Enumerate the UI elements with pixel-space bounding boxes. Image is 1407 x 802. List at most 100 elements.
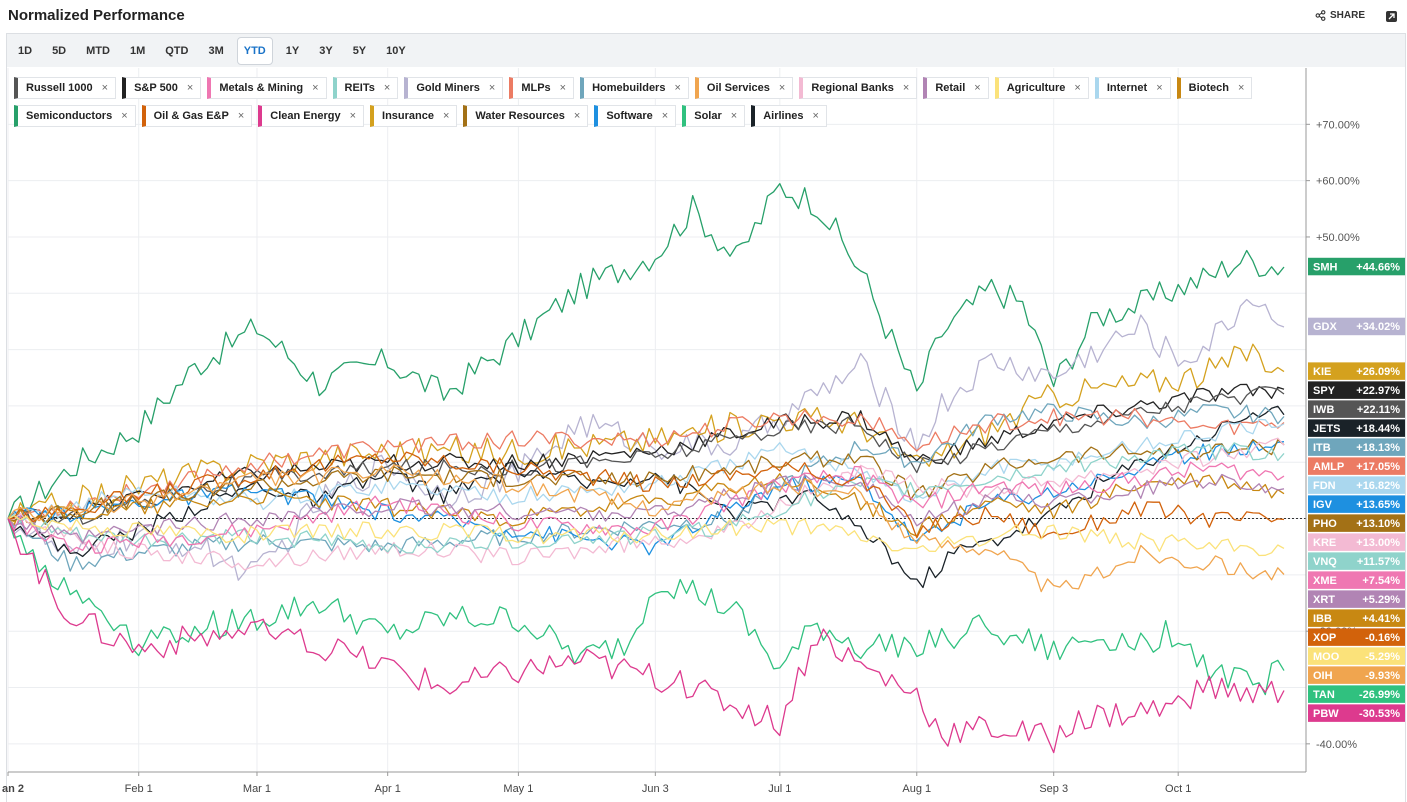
value-tag: FDN +16.82% <box>1308 476 1405 494</box>
remove-series-icon[interactable]: × <box>573 110 581 122</box>
legend-chip-label: Solar <box>694 110 722 122</box>
legend-chip[interactable]: S&P 500 × <box>122 77 202 99</box>
value-tag-value: +11.57% <box>1357 556 1400 568</box>
series-line-vnq <box>7 442 1285 554</box>
remove-series-icon[interactable]: × <box>661 110 669 122</box>
legend-chip-label: Metals & Mining <box>219 82 304 94</box>
value-tag-bg <box>1308 495 1405 513</box>
remove-series-icon[interactable]: × <box>312 82 319 94</box>
value-tag-value: +13.00% <box>1356 537 1400 549</box>
remove-series-icon[interactable]: × <box>1074 82 1081 94</box>
series-lines <box>7 183 1285 754</box>
x-tick-label: May 1 <box>503 783 533 795</box>
remove-series-icon[interactable]: × <box>812 110 819 122</box>
value-tag-value: +13.10% <box>1356 518 1400 530</box>
expand-icon <box>1388 13 1395 20</box>
range-button-1y[interactable]: 1Y <box>285 44 300 57</box>
legend-chip[interactable]: Retail × <box>923 77 989 99</box>
remove-series-icon[interactable]: × <box>1156 82 1163 94</box>
value-tag-value: +5.29% <box>1362 594 1400 606</box>
value-tag-bg <box>1308 438 1405 456</box>
remove-series-icon[interactable]: × <box>730 110 738 122</box>
range-button-mtd[interactable]: MTD <box>86 44 110 57</box>
legend-chip-label: Gold Miners <box>416 82 480 94</box>
value-tag-value: +26.09% <box>1356 366 1400 378</box>
legend-chip-label: Homebuilders <box>592 82 666 94</box>
value-tag-bg <box>1308 419 1405 437</box>
legend-chip[interactable]: Oil & Gas E&P × <box>141 105 253 127</box>
remove-series-icon[interactable]: × <box>778 82 786 94</box>
remove-series-icon[interactable]: × <box>559 82 567 94</box>
y-tick-label: +70.00% <box>1316 119 1360 131</box>
legend-chip[interactable]: Airlines × <box>751 105 827 127</box>
value-tag-ticker: VNQ <box>1313 556 1337 568</box>
legend-chip[interactable]: Biotech × <box>1176 77 1253 99</box>
value-tag: TAN -26.99% <box>1308 685 1405 703</box>
value-tag-value: +18.44% <box>1356 423 1400 435</box>
remove-series-icon[interactable]: × <box>442 110 450 122</box>
legend-chip-label: Regional Banks <box>811 82 894 94</box>
series-line-kre <box>7 437 1285 571</box>
legend-chip[interactable]: Agriculture × <box>994 77 1089 99</box>
value-tag-value: -0.16% <box>1365 632 1400 644</box>
remove-series-icon[interactable]: × <box>1237 82 1245 94</box>
range-button-qtd[interactable]: QTD <box>165 44 189 57</box>
remove-series-icon[interactable]: × <box>121 110 128 122</box>
remove-series-icon[interactable]: × <box>902 82 910 94</box>
value-tag-bg <box>1308 685 1405 703</box>
range-button-5y[interactable]: 5Y <box>352 44 367 57</box>
legend-chip[interactable]: Semiconductors × <box>14 105 136 127</box>
range-button-10y[interactable]: 10Y <box>386 44 406 57</box>
series-line-amlp <box>7 407 1285 520</box>
value-tag-ticker: TAN <box>1313 689 1335 701</box>
value-tag-bg <box>1308 533 1405 551</box>
legend-chip[interactable]: Gold Miners × <box>404 77 504 99</box>
legend-chip[interactable]: Solar × <box>682 105 746 127</box>
value-tag: ITB +18.13% <box>1308 438 1405 456</box>
series-line-xop <box>7 451 1285 539</box>
series-line-ibb <box>7 472 1285 537</box>
value-tag-value: +16.82% <box>1356 480 1400 492</box>
legend-chip[interactable]: Software × <box>594 105 677 127</box>
legend-chip[interactable]: Homebuilders × <box>580 77 689 99</box>
share-button[interactable]: SHARE <box>1315 10 1365 21</box>
range-toolbar: 1D 5D MTD 1M QTD 3M YTD 1Y 3Y 5Y 10Y <box>6 33 1406 67</box>
legend-chip[interactable]: Oil Services × <box>694 77 794 99</box>
legend-chip[interactable]: Internet × <box>1094 77 1171 99</box>
legend-chip[interactable]: REITs × <box>332 77 399 99</box>
remove-series-icon[interactable]: × <box>674 82 681 94</box>
value-tag-bg <box>1308 552 1405 570</box>
value-tag-value: +17.05% <box>1356 461 1400 473</box>
remove-series-icon[interactable]: × <box>974 82 981 94</box>
range-button-ytd[interactable]: YTD <box>236 36 273 65</box>
legend-chip-label: Russell 1000 <box>26 82 93 94</box>
legend-chip[interactable]: Insurance × <box>370 105 458 127</box>
remove-series-icon[interactable]: × <box>383 82 391 94</box>
value-tag-bg <box>1308 514 1405 532</box>
x-tick-label: Jun 3 <box>642 783 669 795</box>
range-button-5d[interactable]: 5D <box>52 44 67 57</box>
value-tags: SMH +44.66% GDX +34.02% KIE +26.09% SPY +22.97%… <box>1308 257 1405 722</box>
legend-chip[interactable]: Regional Banks × <box>799 77 918 99</box>
range-button-3m[interactable]: 3M <box>208 44 224 57</box>
remove-series-icon[interactable]: × <box>237 110 245 122</box>
value-tag-ticker: IWB <box>1313 404 1334 416</box>
value-tag: VNQ +11.57% <box>1308 552 1405 570</box>
value-tag-ticker: IBB <box>1313 613 1332 625</box>
range-button-1d[interactable]: 1D <box>18 44 33 57</box>
legend-chip[interactable]: Metals & Mining × <box>207 77 327 99</box>
legend-chip[interactable]: Water Resources × <box>463 105 589 127</box>
value-tag-ticker: ITB <box>1313 442 1331 454</box>
legend-chip-label: Oil Services <box>706 82 770 94</box>
range-button-1m[interactable]: 1M <box>129 44 146 57</box>
legend-chip[interactable]: MLPs × <box>509 77 575 99</box>
remove-series-icon[interactable]: × <box>186 82 194 94</box>
range-button-3y[interactable]: 3Y <box>319 44 333 57</box>
remove-series-icon[interactable]: × <box>488 82 496 94</box>
expand-button[interactable] <box>1386 11 1397 22</box>
value-tag-ticker: GDX <box>1313 321 1338 333</box>
legend-chip[interactable]: Russell 1000 × <box>14 77 117 99</box>
remove-series-icon[interactable]: × <box>349 110 357 122</box>
legend-chip[interactable]: Clean Energy × <box>258 105 365 127</box>
remove-series-icon[interactable]: × <box>101 82 109 94</box>
